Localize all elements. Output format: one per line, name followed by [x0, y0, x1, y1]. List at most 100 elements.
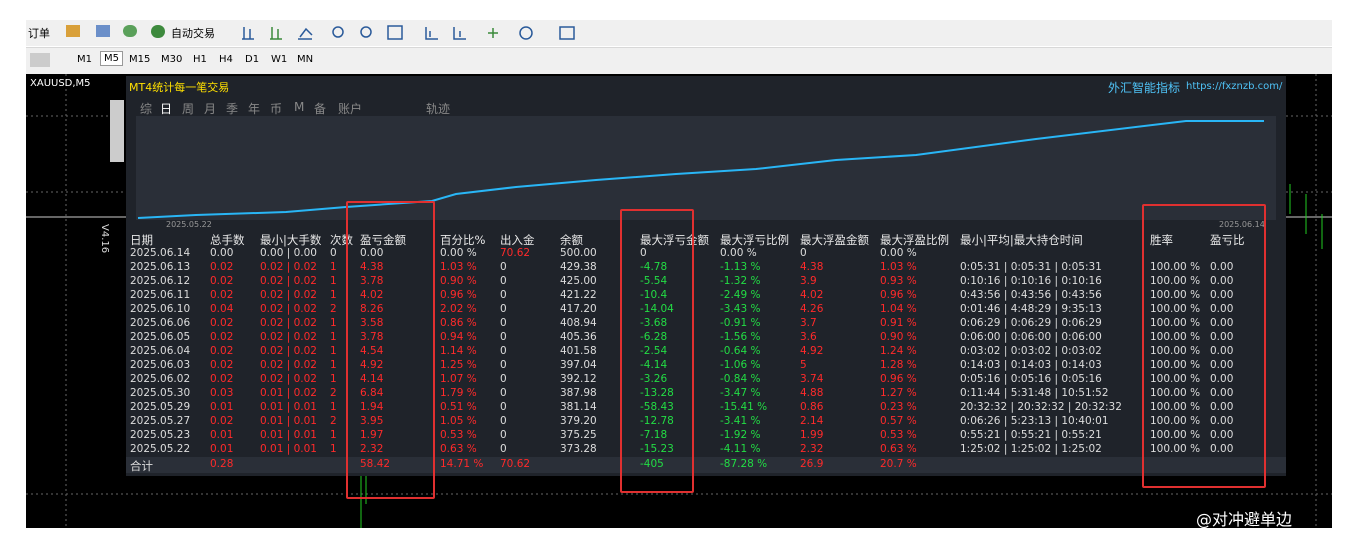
table-cell: 0.57 % — [880, 415, 917, 427]
table-cell: 0 — [800, 247, 807, 259]
tab[interactable]: 轨迹 — [426, 102, 451, 116]
total-cell: 0.28 — [210, 458, 234, 470]
table-cell: 0.02 | 0.02 — [260, 373, 317, 385]
tab[interactable]: M — [294, 100, 305, 114]
tab[interactable]: 币 — [270, 102, 283, 116]
auto-trade-icon[interactable] — [151, 25, 165, 38]
table-cell: 392.12 — [560, 373, 597, 385]
total-cell: 58.42 — [360, 458, 391, 470]
period-icon[interactable] — [519, 26, 533, 40]
icon[interactable] — [66, 25, 80, 37]
column-header: 胜率 — [1150, 233, 1173, 247]
column-header: 最大浮亏金额 — [640, 233, 709, 247]
tab[interactable]: 账户 — [338, 102, 363, 116]
timeframe-button[interactable]: M1 — [77, 54, 92, 65]
column-header: 日期 — [130, 233, 153, 247]
table-cell: 1 — [330, 345, 337, 357]
table-cell: 0.00 — [1210, 261, 1234, 273]
table-cell: 0.02 | 0.02 — [260, 289, 317, 301]
timeframe-button[interactable]: MN — [297, 54, 314, 65]
column-header: 总手数 — [210, 233, 245, 247]
table-cell: 2025.06.04 — [130, 345, 191, 357]
table-cell: 0 — [500, 359, 507, 371]
table-cell: 0.63 % — [880, 443, 917, 455]
timeframe-button[interactable]: M15 — [129, 54, 151, 65]
table-cell: 3.7 — [800, 317, 817, 329]
table-cell: 0.00 % — [720, 247, 757, 259]
auto-trade-button[interactable]: 自动交易 — [171, 27, 215, 40]
chart-tab[interactable]: XAUUSD,M5 — [30, 78, 91, 89]
table-cell: 0.02 — [210, 289, 234, 301]
timeframe-button[interactable]: W1 — [271, 54, 288, 65]
table-cell: -0.64 % — [720, 345, 761, 357]
table-cell: 100.00 % — [1150, 429, 1201, 441]
table-cell: 421.22 — [560, 289, 597, 301]
table-cell: -3.26 — [640, 373, 668, 385]
line-icon[interactable] — [298, 27, 313, 40]
table-cell: 0.00 — [1210, 429, 1234, 441]
table-cell: 4.38 — [800, 261, 824, 273]
timeframe-button[interactable]: M5 — [100, 51, 123, 66]
tab[interactable]: 综 — [140, 102, 153, 116]
timeframe-button[interactable]: H4 — [219, 54, 233, 65]
table-cell: 100.00 % — [1150, 289, 1201, 301]
table-cell: 2025.06.14 — [130, 247, 191, 259]
table-cell: -0.84 % — [720, 373, 761, 385]
table-cell: 408.94 — [560, 317, 597, 329]
zoom-in[interactable] — [332, 26, 344, 38]
table-cell: 4.02 — [360, 289, 384, 301]
table-cell: 0.01 — [210, 443, 234, 455]
table-cell: 6.84 — [360, 387, 384, 399]
shift-icon[interactable] — [453, 27, 466, 40]
table-cell: 1.79 % — [440, 387, 477, 399]
table-cell: -4.78 — [640, 261, 668, 273]
timeframe-button[interactable]: D1 — [245, 54, 260, 65]
table-cell: -12.78 — [640, 415, 674, 427]
candle-icon[interactable] — [270, 27, 282, 40]
column-header: 最小|平均|最大持仓时间 — [960, 233, 1083, 247]
table-cell: 0.86 % — [440, 317, 477, 329]
icon[interactable] — [96, 25, 110, 37]
tile-icon[interactable] — [387, 25, 403, 40]
table-cell: 0.51 % — [440, 401, 477, 413]
table-cell: 0:43:56 | 0:43:56 | 0:43:56 — [960, 289, 1102, 301]
zoom-out[interactable] — [360, 26, 372, 38]
highlight-box — [620, 209, 694, 493]
timeframe-button[interactable]: H1 — [193, 54, 207, 65]
tab[interactable]: 备 — [314, 102, 327, 116]
table-cell: 1.24 % — [880, 345, 917, 357]
bar-icon[interactable] — [242, 27, 254, 40]
table-cell: 2025.05.27 — [130, 415, 191, 427]
table-cell: 2025.05.30 — [130, 387, 191, 399]
table-cell: 1 — [330, 275, 337, 287]
new-order-button[interactable]: 订单 — [28, 27, 50, 40]
tab[interactable]: 周 — [182, 102, 195, 116]
table-cell: 0.02 — [210, 261, 234, 273]
timeframe-button[interactable]: M30 — [161, 54, 183, 65]
table-cell: 100.00 % — [1150, 275, 1201, 287]
indicator-icon[interactable] — [488, 28, 498, 38]
equity-curve — [136, 116, 1276, 220]
table-cell: 100.00 % — [1150, 443, 1201, 455]
tab[interactable]: 日 — [160, 102, 173, 116]
table-cell: 0.02 — [210, 331, 234, 343]
side-icons[interactable] — [110, 100, 124, 162]
table-cell: 3.78 — [360, 331, 384, 343]
table-cell: 0.00 — [1210, 317, 1234, 329]
template-icon[interactable] — [559, 26, 575, 40]
tab[interactable]: 月 — [204, 102, 217, 116]
table-cell: 2025.05.29 — [130, 401, 191, 413]
table-cell: 417.20 — [560, 303, 597, 315]
table-cell: -15.41 % — [720, 401, 768, 413]
scroll-icon[interactable] — [425, 27, 438, 40]
url[interactable]: https://fxznzb.com/ — [1186, 81, 1283, 92]
icon[interactable] — [123, 25, 137, 37]
table-cell: 375.25 — [560, 429, 597, 441]
cursor-tool[interactable] — [30, 53, 50, 67]
table-cell: 379.20 — [560, 415, 597, 427]
table-cell: 2.14 — [800, 415, 824, 427]
tab[interactable]: 季 — [226, 102, 239, 116]
tab[interactable]: 年 — [248, 102, 261, 116]
table-cell: 0.00 | 0.00 — [260, 247, 317, 259]
table-cell: 1 — [330, 429, 337, 441]
